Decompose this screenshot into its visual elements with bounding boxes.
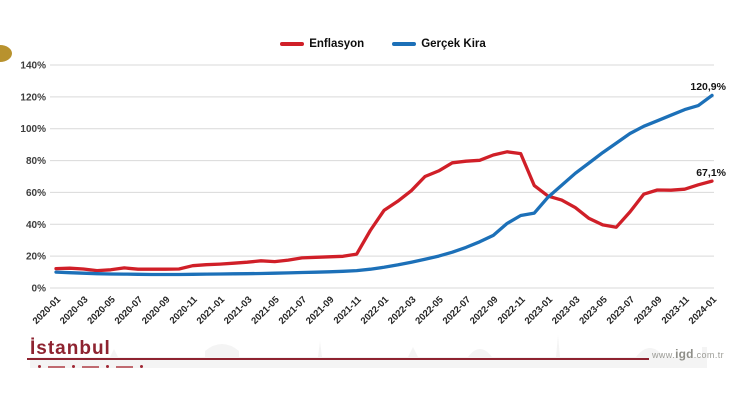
svg-text:2023-03: 2023-03 xyxy=(550,294,582,326)
svg-text:2023-11: 2023-11 xyxy=(660,294,693,327)
svg-text:0%: 0% xyxy=(32,284,47,295)
svg-text:2020-03: 2020-03 xyxy=(58,294,90,326)
legend-label-enflasyon: Enflasyon xyxy=(309,38,365,50)
svg-text:2023-09: 2023-09 xyxy=(632,294,664,326)
svg-text:2022-11: 2022-11 xyxy=(496,294,529,327)
svg-text:2022-09: 2022-09 xyxy=(468,294,500,326)
svg-text:120%: 120% xyxy=(20,92,46,103)
istanbul-logo: İstanbul xyxy=(30,338,111,359)
svg-text:2020-01: 2020-01 xyxy=(31,294,64,327)
legend-label-gercek-kira: Gerçek Kira xyxy=(421,38,486,50)
svg-text:2023-05: 2023-05 xyxy=(577,294,610,327)
url-suffix: .com.tr xyxy=(693,350,725,360)
chart-legend: Enflasyon Gerçek Kira xyxy=(54,38,712,50)
svg-text:60%: 60% xyxy=(26,188,46,199)
footer-divider-line xyxy=(27,358,649,360)
enflasyon-line-swatch xyxy=(280,42,305,46)
url-prefix: www. xyxy=(652,350,676,360)
svg-text:2022-01: 2022-01 xyxy=(359,294,392,327)
svg-text:2021-05: 2021-05 xyxy=(249,294,282,327)
svg-text:2021-01: 2021-01 xyxy=(195,294,228,327)
svg-text:2021-09: 2021-09 xyxy=(304,294,336,326)
svg-text:40%: 40% xyxy=(26,220,46,231)
logo-tagline-decoration xyxy=(38,365,143,368)
url-brand: igd xyxy=(675,347,694,361)
svg-text:2021-11: 2021-11 xyxy=(332,294,365,327)
svg-text:20%: 20% xyxy=(26,252,46,263)
svg-text:140%: 140% xyxy=(20,61,46,72)
svg-text:2021-03: 2021-03 xyxy=(222,294,254,326)
svg-text:100%: 100% xyxy=(20,124,46,135)
svg-text:2024-01: 2024-01 xyxy=(687,294,720,327)
istanbul-skyline-watermark xyxy=(30,335,707,368)
svg-text:2020-05: 2020-05 xyxy=(85,294,118,327)
data-label-gercek-kira: 120,9% xyxy=(690,80,726,93)
website-url: www. igd .com.tr xyxy=(652,347,724,361)
svg-text:2020-11: 2020-11 xyxy=(168,294,201,327)
gold-accent-shape xyxy=(0,45,12,62)
legend-item-gercek-kira: Gerçek Kira xyxy=(392,38,486,50)
svg-text:2022-03: 2022-03 xyxy=(386,294,418,326)
svg-text:2023-07: 2023-07 xyxy=(605,294,637,326)
svg-text:2022-07: 2022-07 xyxy=(441,294,473,326)
svg-text:2020-07: 2020-07 xyxy=(113,294,145,326)
svg-text:80%: 80% xyxy=(26,156,46,167)
svg-text:2023-01: 2023-01 xyxy=(523,294,556,327)
svg-text:2021-07: 2021-07 xyxy=(277,294,309,326)
legend-item-enflasyon: Enflasyon xyxy=(280,38,364,50)
svg-text:2020-09: 2020-09 xyxy=(140,294,172,326)
svg-text:2022-05: 2022-05 xyxy=(413,294,446,327)
data-label-enflasyon: 67,1% xyxy=(696,166,726,179)
gercek-kira-line-swatch xyxy=(392,42,417,46)
